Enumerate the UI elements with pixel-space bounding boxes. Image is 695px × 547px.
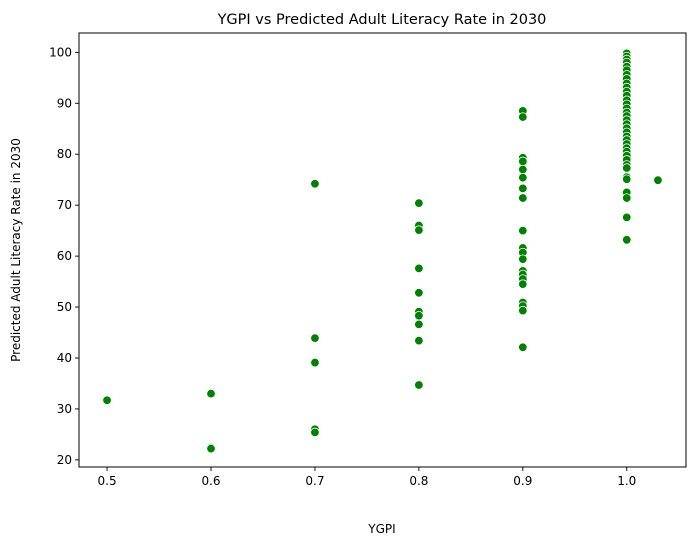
- y-tick-label: 50: [57, 300, 72, 314]
- data-point: [310, 179, 320, 189]
- data-point: [414, 380, 424, 390]
- y-axis-ticks: 20 30 40 50 60 70 80 90 100: [49, 45, 79, 467]
- data-point: [414, 319, 424, 330]
- y-tick-label: 40: [57, 351, 72, 365]
- x-tick-label: 0.9: [513, 474, 532, 488]
- x-axis-label: YGPI: [367, 522, 395, 536]
- data-point: [414, 263, 424, 274]
- data-point: [414, 198, 424, 208]
- y-tick-label: 80: [57, 147, 72, 161]
- data-point: [518, 279, 528, 289]
- x-tick-label: 0.8: [409, 474, 428, 488]
- data-point: [206, 443, 216, 454]
- x-tick-label: 0.7: [305, 474, 324, 488]
- data-point: [518, 112, 528, 122]
- y-tick-label: 30: [57, 402, 72, 416]
- data-point: [414, 225, 424, 235]
- data-point: [518, 193, 528, 203]
- points-layer: [102, 48, 663, 454]
- plot-area: 0.5 0.6 0.7 0.8 0.9 1.0 20 30 40 50 60 70 80 90 100: [49, 32, 687, 488]
- y-tick-label: 20: [57, 453, 72, 467]
- data-point: [622, 212, 632, 223]
- data-point: [518, 172, 528, 183]
- x-tick-label: 1.0: [617, 474, 636, 488]
- y-tick-label: 100: [49, 45, 72, 59]
- data-point: [518, 156, 528, 167]
- y-axis-label: Predicted Adult Literacy Rate in 2030: [9, 138, 23, 362]
- data-point: [310, 357, 320, 368]
- data-point: [310, 333, 320, 343]
- data-point: [518, 342, 528, 352]
- x-tick-label: 0.5: [98, 474, 117, 488]
- plot-frame: [78, 32, 687, 468]
- data-point: [622, 193, 632, 203]
- data-point: [518, 225, 528, 236]
- data-point: [102, 395, 112, 405]
- x-tick-label: 0.6: [201, 474, 220, 488]
- data-point: [653, 175, 663, 185]
- data-point: [414, 335, 424, 346]
- data-point: [414, 288, 424, 298]
- data-point: [622, 174, 632, 184]
- y-tick-label: 90: [57, 96, 72, 110]
- data-point: [622, 235, 632, 245]
- y-tick-label: 60: [57, 249, 72, 263]
- data-point: [518, 183, 528, 194]
- data-point: [622, 163, 632, 173]
- data-point: [518, 164, 528, 175]
- x-axis-ticks: 0.5 0.6 0.7 0.8 0.9 1.0: [98, 467, 636, 488]
- data-point: [518, 305, 528, 316]
- data-point: [206, 388, 216, 399]
- chart-title: YGPI vs Predicted Adult Literacy Rate in…: [217, 12, 547, 28]
- y-tick-label: 70: [57, 198, 72, 212]
- data-point: [518, 254, 528, 264]
- data-point: [310, 427, 320, 438]
- data-point: [414, 311, 424, 321]
